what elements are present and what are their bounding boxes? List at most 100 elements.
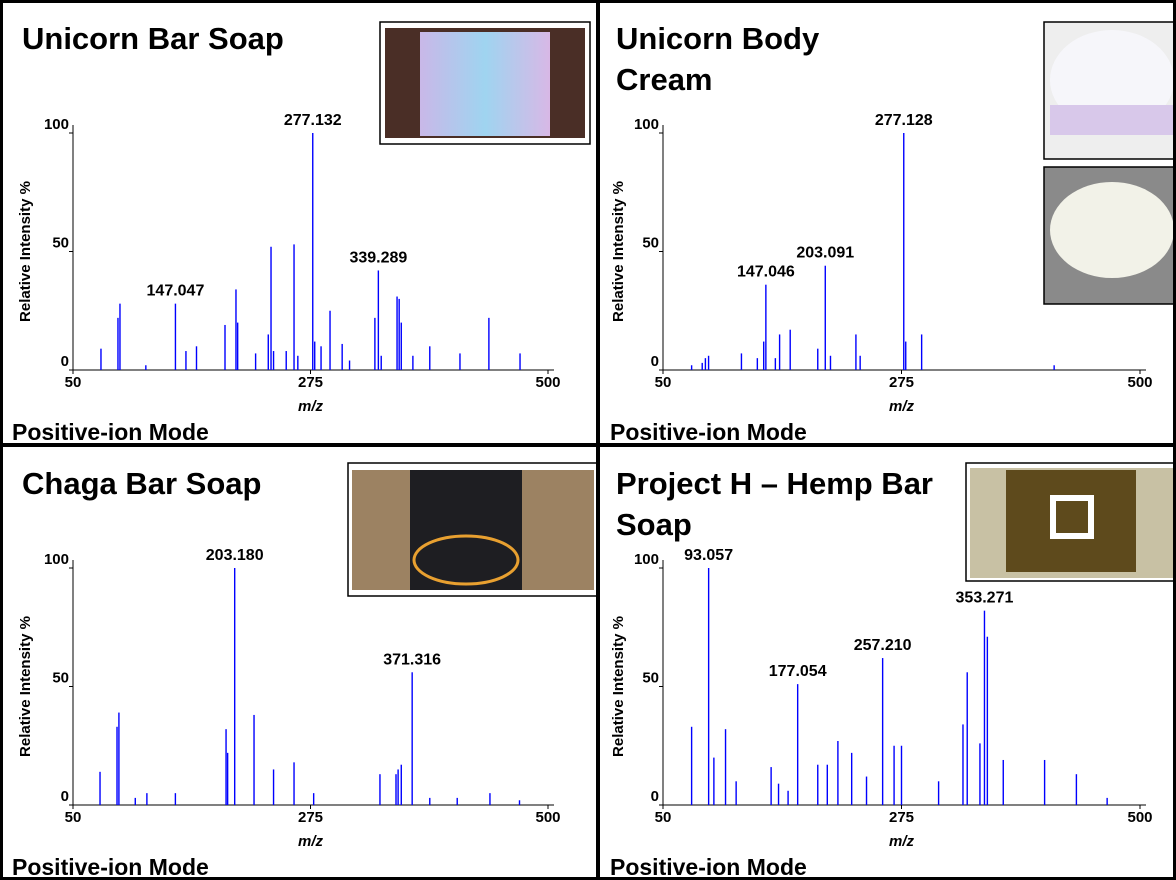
peak <box>119 304 120 370</box>
peak <box>967 672 968 805</box>
y-tick-label: 50 <box>52 670 69 687</box>
peak <box>234 568 235 805</box>
peak <box>135 798 136 805</box>
x-tick-label: 50 <box>65 809 82 826</box>
x-axis-label: m/z <box>298 833 324 850</box>
x-tick-label: 275 <box>298 374 323 391</box>
peak <box>185 351 186 370</box>
peak <box>882 658 883 805</box>
peak-label: 277.132 <box>284 112 342 129</box>
peak-label: 277.128 <box>875 112 933 129</box>
peak <box>1044 760 1045 805</box>
peak <box>314 342 315 370</box>
peak <box>429 346 430 370</box>
peak <box>395 774 396 805</box>
peak <box>708 568 709 805</box>
peak <box>691 365 692 370</box>
x-tick-label: 500 <box>535 374 560 391</box>
peak <box>702 363 703 370</box>
chart: Positive-ion Mode Relative Intensity % m/z… <box>0 0 1176 880</box>
figure: Positive-ion Mode Relative Intensity % m/z… <box>0 0 1176 880</box>
peak <box>175 793 176 805</box>
peak <box>117 318 118 370</box>
x-axis-label: m/z <box>298 398 324 415</box>
peak <box>817 349 818 370</box>
peak <box>312 133 313 370</box>
peak <box>270 247 271 370</box>
panel-title: Unicorn Bar Soap <box>22 18 382 59</box>
y-tick-label: 100 <box>634 116 659 133</box>
peak <box>320 346 321 370</box>
x-tick-label: 50 <box>655 374 672 391</box>
panel-title: Project H – Hemp Bar Soap <box>616 463 946 545</box>
peak <box>401 765 402 805</box>
peak <box>100 349 101 370</box>
photo-unicorn-soap <box>380 22 590 144</box>
x-tick-label: 275 <box>889 809 914 826</box>
peak <box>412 356 413 370</box>
mode-note: Positive-ion Mode <box>610 419 807 445</box>
photo-chaga-soap <box>348 463 598 596</box>
y-tick-label: 50 <box>642 670 659 687</box>
panel-title: Chaga Bar Soap <box>22 463 352 504</box>
peak <box>374 318 375 370</box>
peak <box>519 353 520 370</box>
peak <box>779 334 780 370</box>
peak <box>379 774 380 805</box>
peak <box>893 746 894 805</box>
peak <box>827 765 828 805</box>
peak <box>253 715 254 805</box>
photo-hemp-soap <box>966 463 1176 581</box>
x-axis-label: m/z <box>889 398 915 415</box>
peak <box>901 746 902 805</box>
peak <box>411 672 412 805</box>
peak <box>237 323 238 370</box>
y-axis-label: Relative Intensity % <box>17 181 34 322</box>
peak <box>329 311 330 370</box>
mode-note: Positive-ion Mode <box>12 854 209 880</box>
peak <box>225 729 226 805</box>
peak <box>429 798 430 805</box>
peak <box>859 356 860 370</box>
peak <box>765 285 766 370</box>
peak <box>778 784 779 805</box>
peak <box>830 356 831 370</box>
peak <box>921 334 922 370</box>
peak <box>1053 365 1054 370</box>
y-tick-label: 0 <box>61 353 69 370</box>
peak <box>273 769 274 805</box>
peak <box>984 611 985 805</box>
x-tick-label: 275 <box>298 809 323 826</box>
peak <box>227 753 228 805</box>
x-tick-label: 50 <box>655 809 672 826</box>
peak-label: 203.091 <box>796 245 854 262</box>
peak-label: 177.054 <box>769 663 827 680</box>
peak <box>797 684 798 805</box>
peak-label: 257.210 <box>854 637 912 654</box>
mode-note: Positive-ion Mode <box>610 854 807 880</box>
peak <box>145 365 146 370</box>
peak-label: 371.316 <box>383 651 441 668</box>
peak <box>817 765 818 805</box>
mode-note: Positive-ion Mode <box>12 419 209 445</box>
peak <box>293 762 294 805</box>
x-tick-label: 500 <box>535 809 560 826</box>
peak <box>273 351 274 370</box>
y-tick-label: 100 <box>634 551 659 568</box>
x-axis-label: m/z <box>889 833 915 850</box>
y-axis-label: Relative Intensity % <box>17 616 34 757</box>
y-tick-label: 100 <box>44 116 69 133</box>
peak <box>708 356 709 370</box>
peak <box>903 133 904 370</box>
peak <box>770 767 771 805</box>
peak <box>705 358 706 370</box>
peak <box>313 793 314 805</box>
peak <box>268 334 269 370</box>
y-tick-label: 0 <box>61 788 69 805</box>
peak <box>489 793 490 805</box>
peak <box>763 342 764 370</box>
peak <box>979 743 980 805</box>
peak <box>825 266 826 370</box>
x-tick-label: 500 <box>1127 374 1152 391</box>
y-axis-label: Relative Intensity % <box>610 181 627 322</box>
